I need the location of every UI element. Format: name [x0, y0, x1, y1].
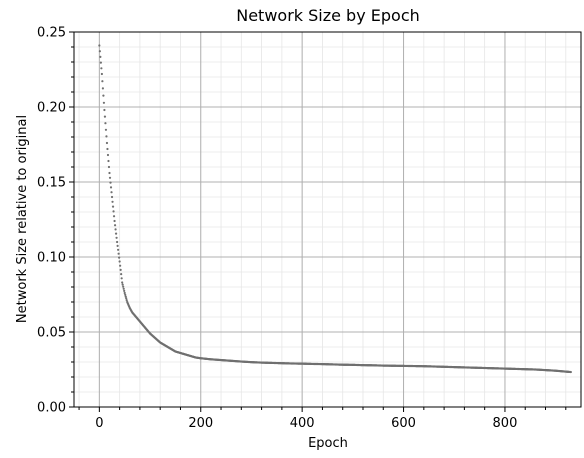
data-point [113, 224, 117, 227]
data-point [122, 287, 125, 290]
data-point [118, 256, 121, 259]
data-point [117, 248, 120, 251]
data-point [102, 101, 106, 104]
data-point [103, 115, 107, 118]
data-point [101, 80, 104, 83]
data-point [118, 260, 121, 263]
data-point [123, 291, 126, 295]
data-point [105, 135, 108, 138]
data-point [112, 215, 116, 218]
data-point [114, 228, 117, 231]
y-tick-label: 0.20 [37, 101, 66, 116]
chart-title: Network Size by Epoch [236, 6, 420, 25]
data-point [114, 232, 118, 235]
data-point [102, 94, 105, 97]
data-point [98, 44, 101, 47]
data-point [121, 281, 124, 284]
data-point [569, 370, 572, 374]
data-point [109, 186, 113, 189]
data-point [119, 268, 122, 271]
data-point [99, 55, 102, 59]
data-point [108, 176, 112, 179]
y-tick-label: 0.15 [37, 176, 66, 191]
plot-frame [73, 31, 582, 408]
data-point [123, 289, 126, 292]
data-point [116, 244, 119, 247]
data-point [98, 50, 101, 53]
data-point [101, 87, 104, 90]
data-point [115, 236, 118, 239]
x-axis-label: Epoch [308, 436, 348, 451]
data-point [109, 181, 112, 184]
major-grid [74, 31, 581, 408]
data-point [111, 205, 115, 208]
x-tick-label: 400 [290, 416, 315, 431]
data-point [105, 141, 109, 145]
data-point [107, 159, 110, 163]
data-point [112, 210, 115, 213]
y-tick-label: 0.00 [37, 401, 66, 416]
data-point [110, 195, 114, 199]
x-axis-ticks: 0 200 400 600 800 [78, 407, 567, 431]
data-point [121, 283, 124, 286]
x-tick-label: 200 [188, 416, 213, 431]
data-point [111, 200, 114, 203]
y-tick-label: 0.05 [37, 326, 66, 341]
data-point [122, 285, 125, 288]
data-point [120, 273, 123, 276]
data-point [117, 252, 120, 255]
data-point [110, 191, 113, 194]
data-point [124, 295, 127, 298]
x-tick-label: 800 [493, 416, 518, 431]
data-point [119, 264, 122, 267]
y-axis-label: Network Size relative to original [15, 115, 30, 323]
data-point [104, 122, 107, 125]
data-point [103, 108, 106, 112]
data-point [115, 240, 119, 244]
data-point [107, 165, 111, 169]
data-point [125, 297, 128, 300]
data-point [104, 128, 108, 131]
data-point [120, 277, 123, 280]
y-tick-label: 0.10 [37, 251, 66, 266]
data-point [106, 153, 110, 157]
data-point [99, 61, 102, 64]
data-point [100, 72, 103, 76]
y-axis-ticks: 0.00 0.05 0.10 0.15 0.20 0.25 [37, 26, 74, 416]
x-tick-label: 0 [95, 416, 103, 431]
data-point [108, 171, 111, 175]
y-tick-label: 0.25 [37, 26, 66, 41]
data-point [100, 67, 103, 70]
x-tick-label: 600 [391, 416, 416, 431]
data-point [124, 293, 127, 296]
data-points [98, 44, 572, 374]
data-point [125, 299, 128, 302]
data-point [113, 219, 116, 223]
data-point [106, 147, 109, 151]
